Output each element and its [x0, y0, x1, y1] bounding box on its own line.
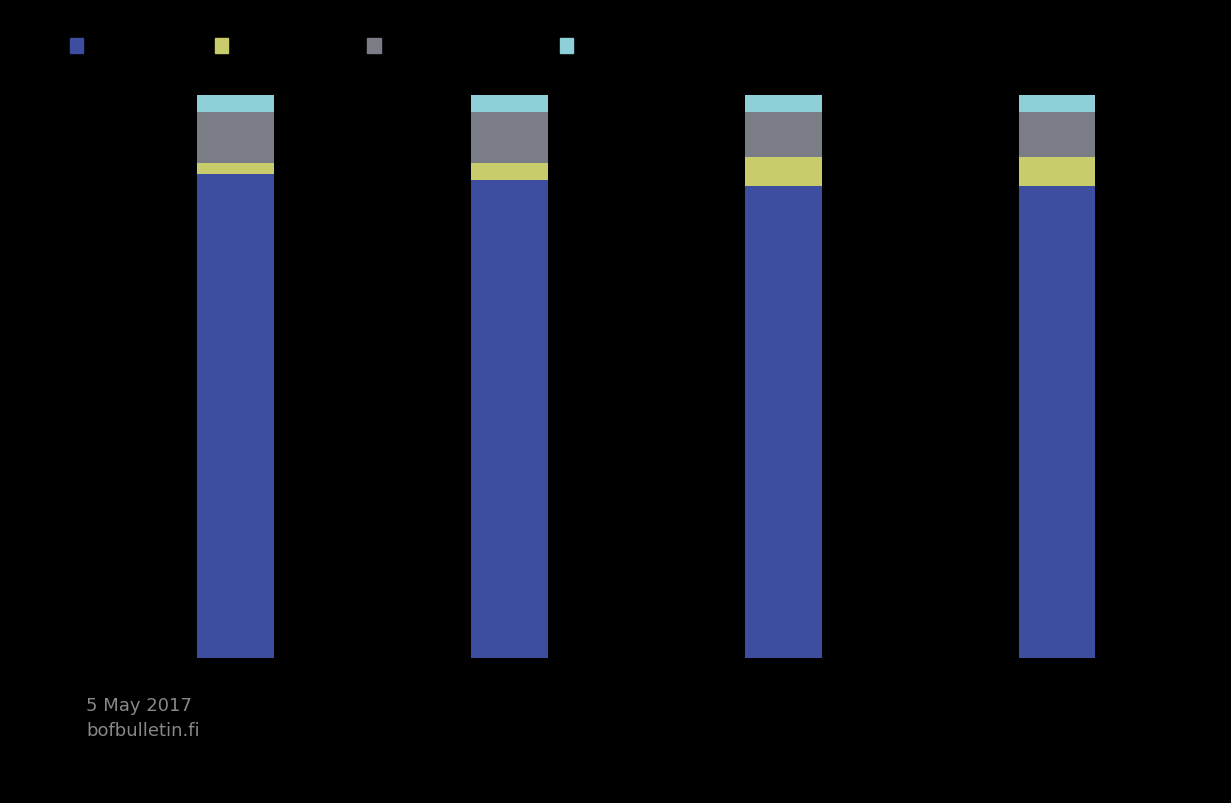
Bar [471, 164, 548, 181]
Bar [1019, 113, 1096, 158]
Bar [197, 113, 273, 164]
Bar [745, 186, 821, 658]
Bar [745, 158, 821, 186]
Bar [1019, 186, 1096, 658]
Text: 5 May 2017
bofbulletin.fi: 5 May 2017 bofbulletin.fi [86, 696, 199, 739]
Bar [471, 96, 548, 113]
Bar [1019, 158, 1096, 186]
Bar [197, 96, 273, 113]
Bar [471, 113, 548, 164]
Bar [745, 113, 821, 158]
Bar [197, 164, 273, 175]
Bar [197, 175, 273, 658]
Bar [745, 96, 821, 113]
Bar [471, 181, 548, 658]
Bar [1019, 96, 1096, 113]
Legend: Credit risk, Market risk, Operational risk, Other risks: Credit risk, Market risk, Operational ri… [63, 31, 676, 63]
